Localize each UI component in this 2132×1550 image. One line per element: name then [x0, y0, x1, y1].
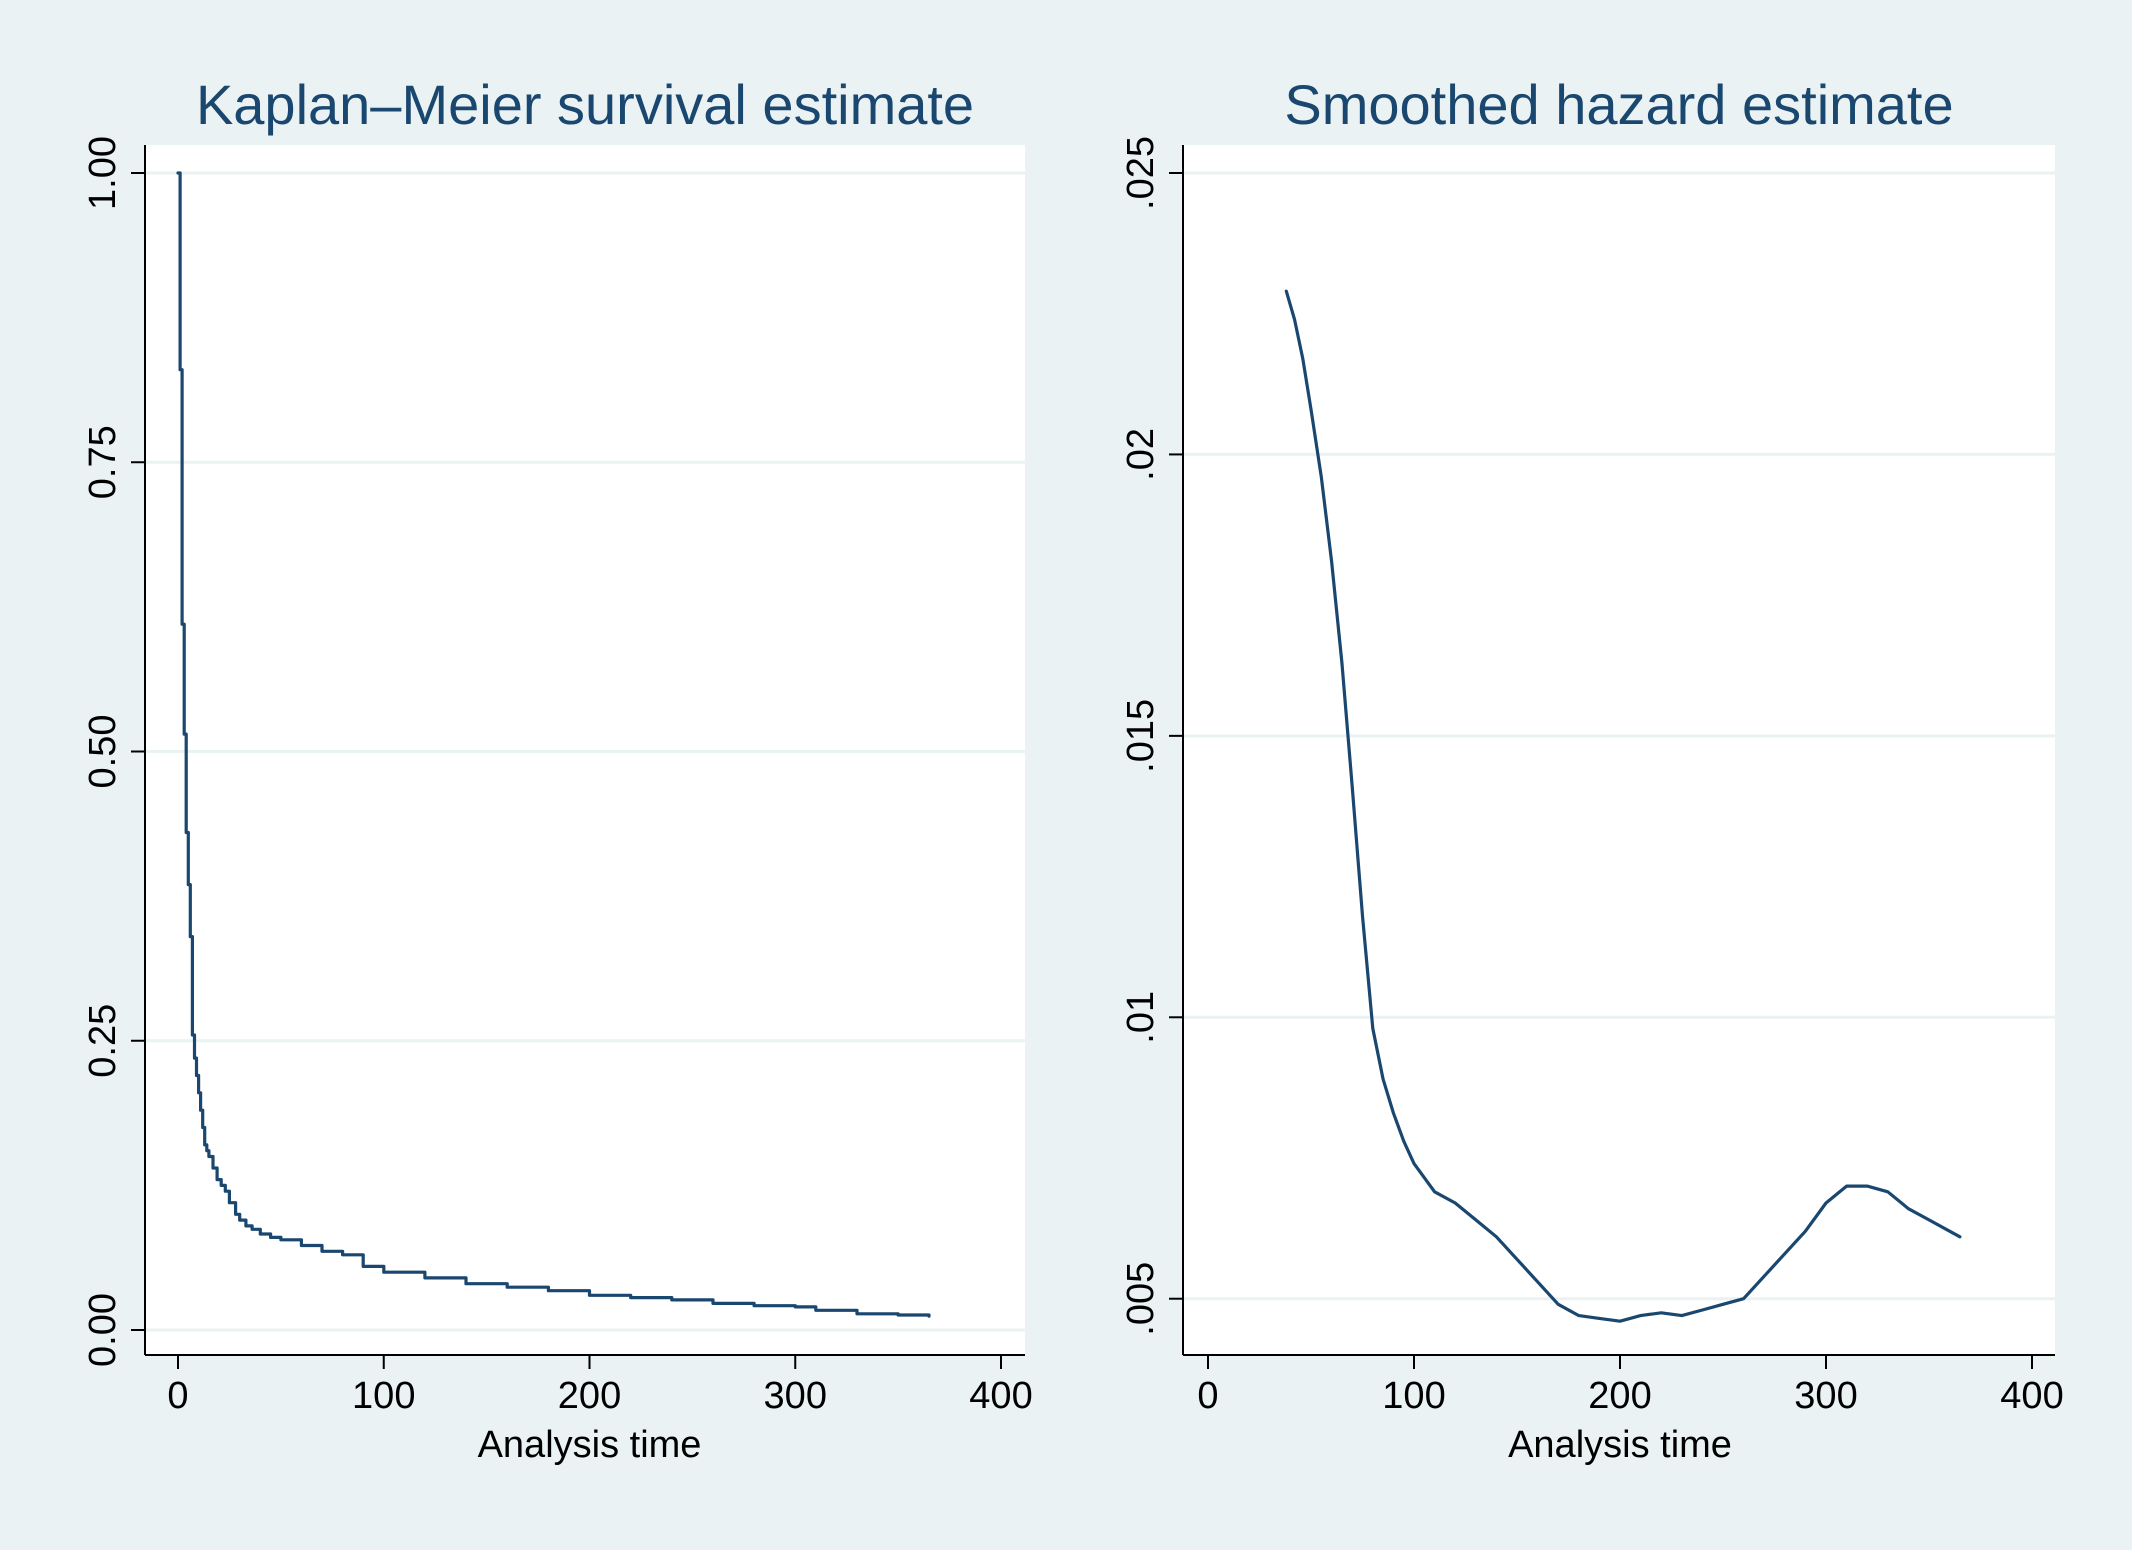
hazard-panel: .005 .01 .015 .02 .025 0 100 200 300 400 Smoothed… — [1120, 73, 2064, 1466]
hazard-x-tick-label-0: 0 — [1197, 1375, 1218, 1417]
km-series-line-0 — [176, 171, 931, 1318]
km-axes: 0.00 0.25 0.50 0.75 1.00 0 100 200 300 400 — [82, 136, 1033, 1417]
km-y-tick-label-4: 1.00 — [82, 136, 124, 210]
hazard-gridlines — [1183, 171, 2055, 1301]
hazard-axes: .005 .01 .015 .02 .025 0 100 200 300 400 — [1120, 136, 2064, 1417]
km-y-tick-label-1: 0.25 — [82, 1004, 124, 1078]
hazard-y-tick-label-0: .005 — [1120, 1262, 1162, 1336]
hazard-x-axis-title: Analysis time — [1508, 1424, 1732, 1466]
km-line-layer — [176, 171, 931, 1318]
hazard-y-tick-label-3: .02 — [1120, 428, 1162, 481]
hazard-y-tick-label-4: .025 — [1120, 136, 1162, 210]
km-x-tick-label-4: 400 — [969, 1375, 1032, 1417]
hazard-x-tick-label-4: 400 — [2000, 1375, 2063, 1417]
km-x-axis-title: Analysis time — [478, 1424, 702, 1466]
km-x-tick-label-0: 0 — [167, 1375, 188, 1417]
kaplan-meier-panel: 0.00 0.25 0.50 0.75 1.00 0 100 200 300 400 Kaplan… — [82, 73, 1033, 1466]
hazard-chart-title: Smoothed hazard estimate — [1284, 73, 1953, 136]
km-y-tick-label-2: 0.50 — [82, 715, 124, 789]
hazard-x-tick-label-2: 200 — [1588, 1375, 1651, 1417]
km-x-tick-label-1: 100 — [352, 1375, 415, 1417]
hazard-y-tick-label-1: .01 — [1120, 991, 1162, 1044]
hazard-series-line-0 — [1284, 289, 1962, 1323]
km-y-tick-label-0: 0.00 — [82, 1293, 124, 1367]
km-x-tick-label-3: 300 — [764, 1375, 827, 1417]
hazard-x-tick-label-3: 300 — [1794, 1375, 1857, 1417]
hazard-plot-region — [1183, 145, 2055, 1355]
hazard-x-tick-label-1: 100 — [1382, 1375, 1445, 1417]
hazard-line-layer — [1284, 289, 1962, 1323]
km-x-tick-label-2: 200 — [558, 1375, 621, 1417]
km-y-tick-label-3: 0.75 — [82, 425, 124, 499]
km-chart-title: Kaplan–Meier survival estimate — [196, 73, 974, 136]
km-gridlines — [145, 171, 1025, 1332]
hazard-y-tick-label-2: .015 — [1120, 699, 1162, 773]
